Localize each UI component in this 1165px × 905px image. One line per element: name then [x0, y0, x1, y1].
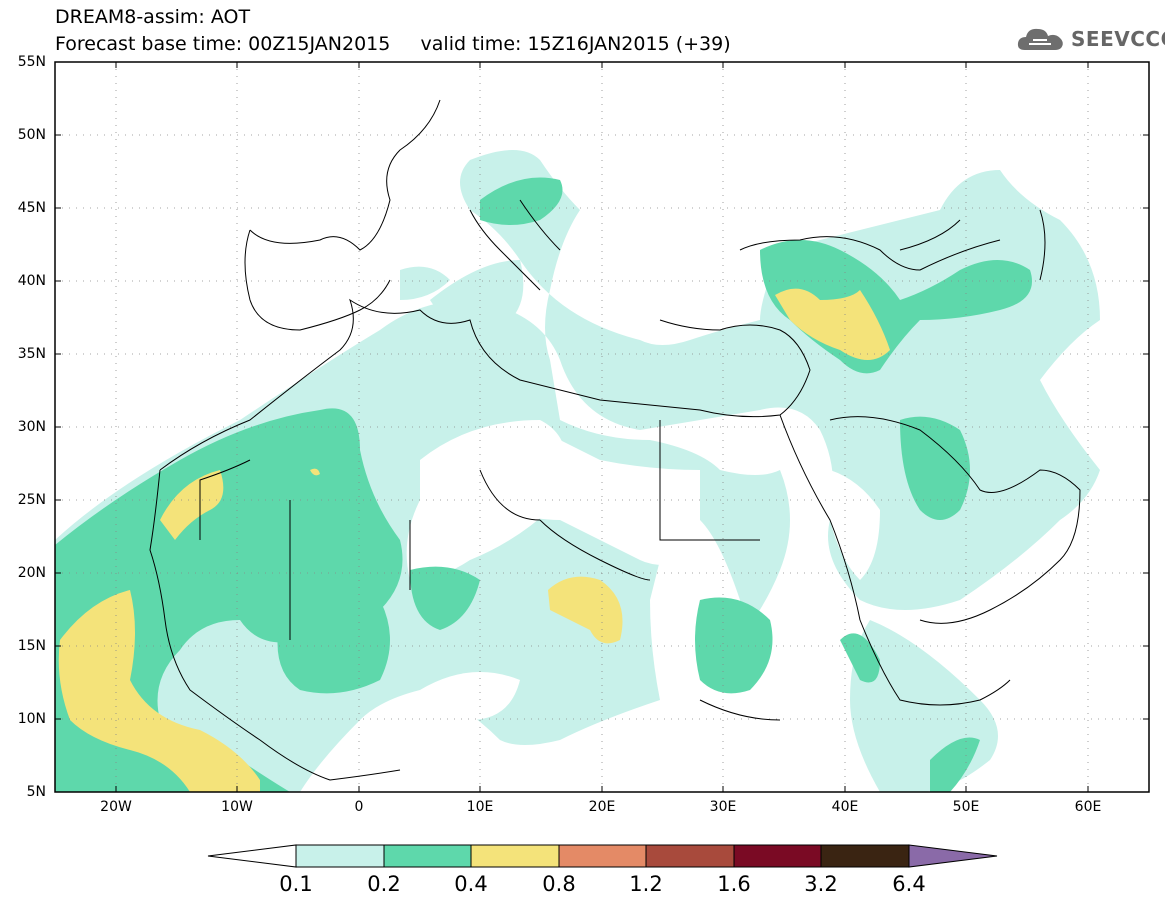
lat-label: 25N: [17, 492, 46, 508]
lon-label: 30E: [709, 799, 737, 815]
colorbar-label: 0.1: [279, 872, 313, 896]
colorbar-label: 0.8: [542, 872, 576, 896]
lat-label: 40N: [17, 273, 46, 289]
lat-label: 20N: [17, 565, 46, 581]
colorbar-label: 3.2: [804, 872, 838, 896]
lat-label: 55N: [17, 54, 46, 70]
lat-label: 50N: [17, 127, 46, 143]
coastlines: [149, 99, 1081, 781]
chart-title: DREAM8-assim: AOT: [55, 6, 251, 28]
lon-label: 40E: [831, 799, 859, 815]
colorbar-label: 1.2: [629, 872, 663, 896]
lon-label: 60E: [1074, 799, 1102, 815]
lon-label: 50E: [952, 799, 980, 815]
lat-label: 10N: [17, 711, 46, 727]
lon-label: 10W: [221, 799, 253, 815]
aot-band-0.4-0.8: [58, 288, 890, 792]
lat-label: 35N: [17, 346, 46, 362]
lon-label: 10E: [466, 799, 494, 815]
lat-label: 5N: [26, 784, 46, 800]
lon-label: 0: [354, 799, 364, 815]
lon-label: 20E: [588, 799, 616, 815]
seevccc-logo: SEEVCCC: [1015, 24, 1165, 54]
lon-label: 20W: [100, 799, 132, 815]
forecast-time-subtitle: Forecast base time: 00Z15JAN2015 valid t…: [55, 33, 731, 55]
gridlines: [55, 62, 1149, 792]
colorbar-label: 0.2: [367, 872, 401, 896]
colorbar-label: 1.6: [717, 872, 751, 896]
axis-ticks: [55, 61, 1149, 793]
lat-label: 45N: [17, 200, 46, 216]
aot-band-below-0.1: [406, 420, 880, 720]
cloud-icon: [1017, 28, 1063, 50]
lat-label: 30N: [17, 419, 46, 435]
colorbar-label: 6.4: [892, 872, 926, 896]
colorbar-label: 0.4: [454, 872, 488, 896]
logo-text: SEEVCCC: [1071, 27, 1165, 51]
lat-label: 15N: [17, 638, 46, 654]
